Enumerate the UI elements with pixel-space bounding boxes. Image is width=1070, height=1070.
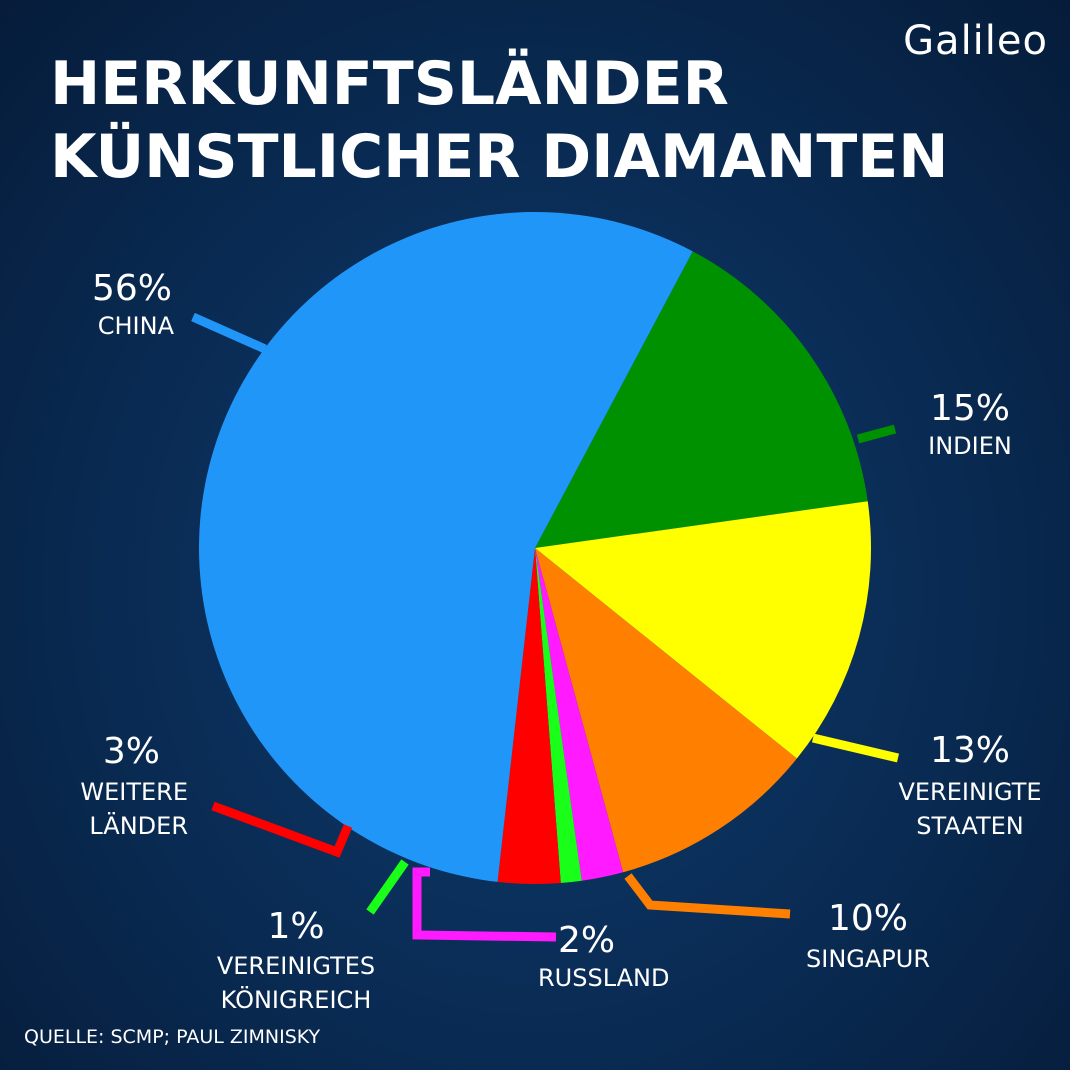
pie-slice-indien xyxy=(535,251,868,548)
pie-slice-china xyxy=(199,212,693,882)
slice-name-label-vereinigte-staaten-line-2: STAATEN xyxy=(916,812,1023,840)
slice-name-label-russland: RUSSLAND xyxy=(538,964,669,992)
slice-name-label-indien: INDIEN xyxy=(928,432,1012,460)
slice-value-label-singapur: 10% xyxy=(828,898,908,939)
slice-value-label-vereinigtes-koenigreich: 1% xyxy=(267,906,324,947)
leader-line-russland xyxy=(412,867,557,942)
pie-slice-vereinigte-staaten xyxy=(535,501,872,759)
leader-line-china xyxy=(191,312,267,354)
chart-title: HERKUNFTSLÄNDER KÜNSTLICHER DIAMANTEN xyxy=(50,48,948,194)
leader-lines xyxy=(191,312,900,942)
slice-name-label-singapur: SINGAPUR xyxy=(806,945,930,973)
pie-slice-singapur xyxy=(535,548,797,873)
title-line-1: HERKUNFTSLÄNDER xyxy=(50,49,729,119)
slice-value-label-russland: 2% xyxy=(558,920,615,961)
pie-slices xyxy=(199,212,872,885)
leader-line-weitere-laender xyxy=(211,801,353,858)
slice-name-label-vereinigtes-koenigreich-line-1: VEREINIGTES xyxy=(217,952,375,980)
slice-value-label-vereinigte-staaten: 13% xyxy=(930,730,1010,771)
pie-slice-weitere-laender xyxy=(497,548,561,885)
slice-value-label-weitere-laender: 3% xyxy=(103,731,160,772)
slice-labels: 15% INDIEN 13% VEREINIGTE STAATEN 10% SINGAPUR… xyxy=(80,268,1041,1014)
slice-value-label-china: 56% xyxy=(92,268,172,309)
slice-name-label-china: CHINA xyxy=(98,312,175,340)
pie-slice-vereinigtes-koenigreich xyxy=(535,548,582,884)
leader-line-singapur xyxy=(624,873,791,919)
slice-value-label-indien: 15% xyxy=(930,388,1010,429)
title-line-2: KÜNSTLICHER DIAMANTEN xyxy=(50,122,949,192)
leader-line-indien xyxy=(856,424,897,444)
slice-name-label-vereinigte-staaten-line-1: VEREINIGTE xyxy=(898,778,1041,806)
source-note: QUELLE: SCMP; PAUL ZIMNISKY xyxy=(24,1026,321,1048)
leader-line-vereinigte-staaten xyxy=(811,733,900,763)
leader-line-vereinigtes-koenigreich xyxy=(366,859,409,915)
slice-name-label-vereinigtes-koenigreich-line-2: KÖNIGREICH xyxy=(221,985,372,1014)
slice-name-label-weitere-laender-line-2: LÄNDER xyxy=(89,811,188,840)
slice-name-label-weitere-laender-line-1: WEITERE xyxy=(80,778,188,806)
pie-slice-russland xyxy=(535,548,624,881)
galileo-logo: Galileo xyxy=(903,18,1048,64)
